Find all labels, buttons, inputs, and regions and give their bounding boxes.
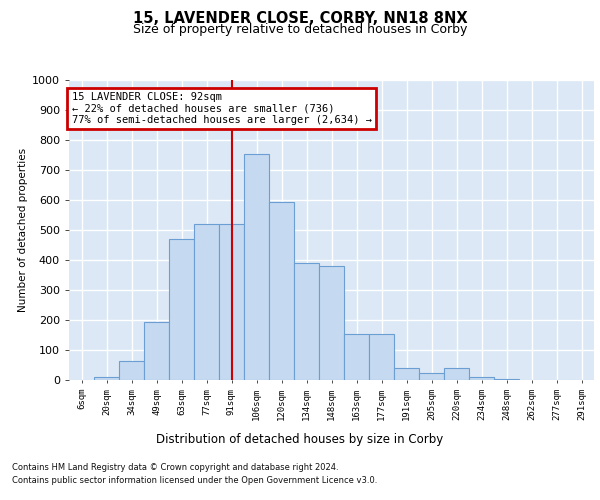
Bar bbox=[244, 154, 269, 380]
Bar bbox=[144, 322, 169, 380]
Bar bbox=[269, 202, 294, 380]
Bar bbox=[169, 239, 194, 380]
Text: 15, LAVENDER CLOSE, CORBY, NN18 8NX: 15, LAVENDER CLOSE, CORBY, NN18 8NX bbox=[133, 11, 467, 26]
Y-axis label: Number of detached properties: Number of detached properties bbox=[18, 148, 28, 312]
Bar bbox=[94, 377, 119, 380]
Bar bbox=[319, 266, 344, 380]
Bar bbox=[219, 224, 244, 380]
Bar bbox=[419, 372, 444, 380]
Bar bbox=[394, 368, 419, 380]
Bar bbox=[294, 263, 319, 380]
Bar bbox=[444, 368, 469, 380]
Bar bbox=[494, 378, 519, 380]
Bar bbox=[369, 334, 394, 380]
Text: Contains public sector information licensed under the Open Government Licence v3: Contains public sector information licen… bbox=[12, 476, 377, 485]
Text: Contains HM Land Registry data © Crown copyright and database right 2024.: Contains HM Land Registry data © Crown c… bbox=[12, 464, 338, 472]
Text: Size of property relative to detached houses in Corby: Size of property relative to detached ho… bbox=[133, 24, 467, 36]
Bar bbox=[344, 334, 369, 380]
Bar bbox=[119, 360, 144, 380]
Bar bbox=[194, 224, 219, 380]
Text: Distribution of detached houses by size in Corby: Distribution of detached houses by size … bbox=[157, 432, 443, 446]
Bar bbox=[469, 377, 494, 380]
Text: 15 LAVENDER CLOSE: 92sqm
← 22% of detached houses are smaller (736)
77% of semi-: 15 LAVENDER CLOSE: 92sqm ← 22% of detach… bbox=[71, 92, 371, 125]
